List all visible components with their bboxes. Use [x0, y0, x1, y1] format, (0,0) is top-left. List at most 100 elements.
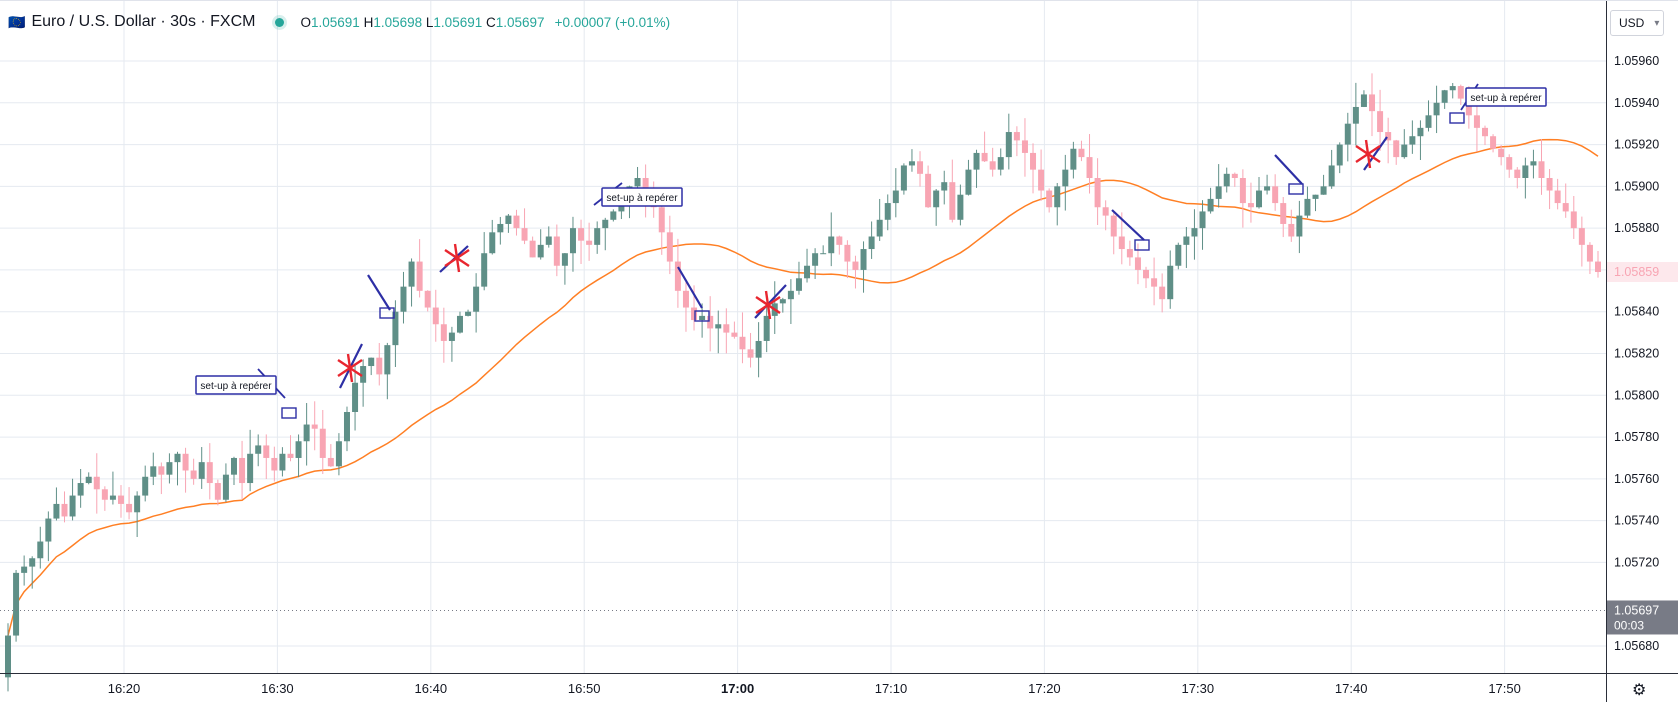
candle-body [707, 315, 714, 329]
candle [723, 308, 730, 354]
candle [214, 479, 221, 506]
candle-body [682, 290, 689, 308]
setup-callout: set-up à repérer [195, 368, 286, 399]
candle-body [416, 261, 423, 291]
candle-body [1369, 94, 1376, 112]
symbol-title[interactable]: Euro / U.S. Dollar · 30s · FXCM [31, 13, 256, 30]
candle [997, 148, 1004, 176]
candle-body [117, 495, 124, 504]
candle-body [1046, 190, 1053, 208]
candle [1118, 212, 1125, 265]
candle [1183, 227, 1190, 268]
candle-body [836, 236, 843, 245]
candle [319, 409, 326, 475]
candle-body [723, 324, 730, 333]
candle-body [1514, 169, 1521, 178]
candle-body [1086, 157, 1093, 178]
candle-body [21, 566, 28, 573]
candle [158, 462, 165, 495]
candle-body [37, 541, 44, 559]
market-status-icon[interactable] [275, 17, 285, 27]
candle-body [569, 228, 576, 254]
cross-stroke [1364, 139, 1372, 169]
candle-body [1062, 169, 1069, 187]
candle-body [166, 462, 173, 475]
candle-body [981, 152, 988, 162]
candle-body [271, 457, 278, 471]
candle-body [1546, 178, 1553, 191]
candle [1385, 117, 1392, 164]
candle [868, 221, 875, 259]
y-tick-label: 1.05720 [1614, 555, 1659, 569]
candle [497, 216, 504, 245]
candle [255, 434, 262, 467]
candle [949, 159, 956, 223]
candle [973, 149, 980, 188]
candle-body [933, 190, 940, 208]
trend-stroke [1111, 209, 1145, 241]
candle-body [1336, 144, 1343, 166]
candle [1369, 73, 1376, 137]
candle [917, 151, 924, 187]
candle [465, 309, 472, 317]
candle [1570, 196, 1577, 239]
candle [1054, 182, 1061, 226]
candle [1030, 143, 1037, 194]
candle [1239, 169, 1246, 228]
candle-body [610, 211, 617, 220]
candle [521, 208, 528, 245]
setup-marker-box [1134, 239, 1150, 251]
candle [327, 444, 334, 467]
candle [1473, 102, 1480, 152]
y-tick-label: 1.05780 [1614, 430, 1659, 444]
candle [1425, 100, 1432, 132]
candle-body [1223, 173, 1230, 187]
settings-icon[interactable]: ⚙ [1632, 682, 1647, 699]
candle-body [553, 236, 560, 266]
candle-body [109, 495, 116, 500]
cross-marker [337, 353, 363, 383]
candle [222, 463, 229, 503]
candle [586, 222, 593, 261]
candle [513, 209, 520, 236]
candle [150, 452, 157, 486]
candle-body [1393, 140, 1400, 158]
candle-body [1530, 161, 1537, 166]
x-tick-label: 16:30 [261, 681, 294, 696]
candle [1247, 182, 1254, 223]
candle-body [1110, 215, 1117, 237]
y-tick-label: 1.05800 [1614, 388, 1659, 402]
candle-body [1247, 203, 1254, 208]
candle [787, 279, 794, 325]
candle-body [739, 336, 746, 350]
x-tick-label: 16:40 [415, 681, 448, 696]
candle [1288, 209, 1295, 242]
candle [198, 447, 205, 489]
candle [682, 279, 689, 332]
y-tick-label: 1.05880 [1614, 221, 1659, 235]
candle-body [190, 470, 197, 479]
candle-body [134, 495, 141, 513]
candle-body [812, 253, 819, 266]
candle-body [1425, 115, 1432, 128]
currency-select[interactable]: USD ▾ [1610, 10, 1664, 36]
candle [1264, 174, 1271, 195]
candle [45, 511, 52, 562]
candle [5, 623, 11, 692]
candle-body [892, 190, 899, 204]
candle [134, 491, 141, 537]
candle [311, 401, 318, 451]
candle [1143, 266, 1150, 289]
candle-body [1377, 111, 1384, 133]
candle [1320, 174, 1327, 195]
candle [795, 261, 802, 295]
candle-body [1054, 186, 1061, 208]
candle-body [691, 307, 698, 321]
candle-body [1554, 190, 1561, 204]
candle-body [343, 412, 350, 442]
candle [1013, 126, 1020, 157]
candle-body [1207, 198, 1214, 212]
candle [424, 290, 431, 312]
candle [892, 168, 899, 218]
